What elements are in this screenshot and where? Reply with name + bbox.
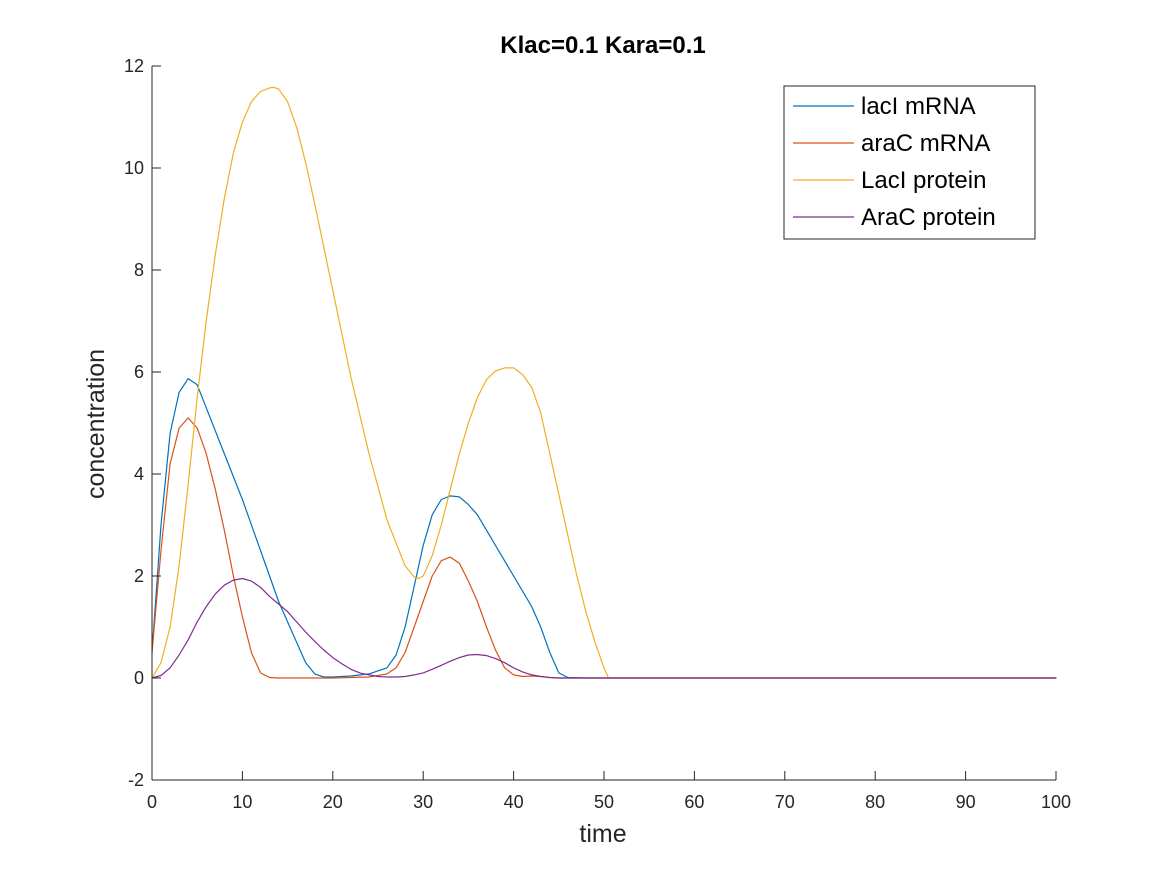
series-line-1 [151, 417, 1057, 679]
x-tick-label: 90 [956, 792, 976, 812]
y-tick-label: 4 [134, 464, 144, 484]
y-tick-label: 12 [124, 56, 144, 76]
x-tick-label: 0 [147, 792, 157, 812]
y-tick-label: 6 [134, 362, 144, 382]
x-tick-label: 80 [865, 792, 885, 812]
x-axis-label: time [579, 820, 626, 848]
chart-title: Klac=0.1 Kara=0.1 [500, 32, 706, 59]
legend: lacI mRNA araC mRNA LacI protein AraC prote… [783, 85, 1036, 240]
y-tick-label: -2 [128, 770, 144, 790]
x-tick-label: 50 [594, 792, 614, 812]
x-tick-label: 30 [413, 792, 433, 812]
y-tick-label: 0 [134, 668, 144, 688]
legend-label: lacI mRNA [861, 93, 976, 120]
series-line-3 [151, 577, 1057, 679]
y-tick-label: 10 [124, 158, 144, 178]
x-tick-label: 60 [684, 792, 704, 812]
x-tick-label: 100 [1041, 792, 1071, 812]
legend-box [783, 85, 1036, 240]
series-line-2 [151, 86, 1057, 679]
legend-label: araC mRNA [861, 130, 990, 157]
y-tick-label: 2 [134, 566, 144, 586]
series-line-0 [151, 378, 1057, 679]
y-axis-label: concentration [82, 349, 110, 499]
plot-lines [151, 86, 1057, 679]
x-tick-label: 10 [232, 792, 252, 812]
x-tick-label: 40 [504, 792, 524, 812]
y-tick-label: 8 [134, 260, 144, 280]
legend-label: AraC protein [861, 204, 996, 231]
x-tick-label: 70 [775, 792, 795, 812]
legend-label: LacI protein [861, 167, 986, 194]
x-tick-label: 20 [323, 792, 343, 812]
